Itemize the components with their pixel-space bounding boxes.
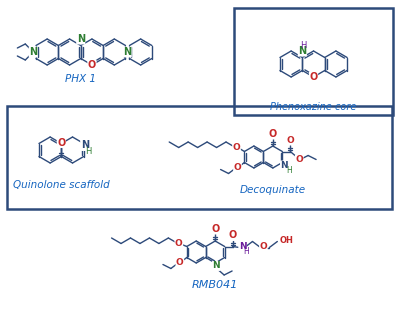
Text: O: O [234, 163, 241, 172]
Text: O: O [310, 72, 318, 82]
Text: O: O [286, 136, 294, 145]
Bar [234, 8, 393, 115]
Text: N: N [298, 46, 306, 56]
Bar [8, 106, 392, 209]
Text: RMB041: RMB041 [192, 280, 238, 290]
Text: N: N [239, 242, 246, 251]
Text: O: O [175, 239, 183, 248]
Text: OH: OH [279, 236, 293, 245]
Text: O: O [228, 231, 237, 241]
Text: N: N [77, 34, 85, 44]
Text: O: O [176, 258, 184, 267]
Text: N: N [280, 161, 288, 170]
Text: H: H [244, 247, 249, 256]
Text: PHX 1: PHX 1 [65, 74, 96, 84]
Text: H: H [86, 147, 92, 156]
Text: H: H [300, 41, 306, 50]
Text: O: O [269, 129, 277, 139]
Text: O: O [57, 138, 66, 148]
Text: O: O [88, 60, 96, 70]
Text: N: N [81, 140, 89, 150]
Text: O: O [211, 224, 219, 234]
Text: N: N [123, 47, 131, 57]
Text: O: O [295, 155, 303, 164]
Text: H: H [286, 166, 292, 175]
Text: Phenoxazine core: Phenoxazine core [270, 102, 357, 112]
Text: Decoquinate: Decoquinate [240, 185, 306, 195]
Text: N: N [212, 261, 220, 271]
Text: Quinolone scaffold: Quinolone scaffold [13, 180, 110, 190]
Text: O: O [233, 143, 240, 152]
Text: O: O [260, 242, 267, 251]
Text: N: N [29, 47, 37, 57]
